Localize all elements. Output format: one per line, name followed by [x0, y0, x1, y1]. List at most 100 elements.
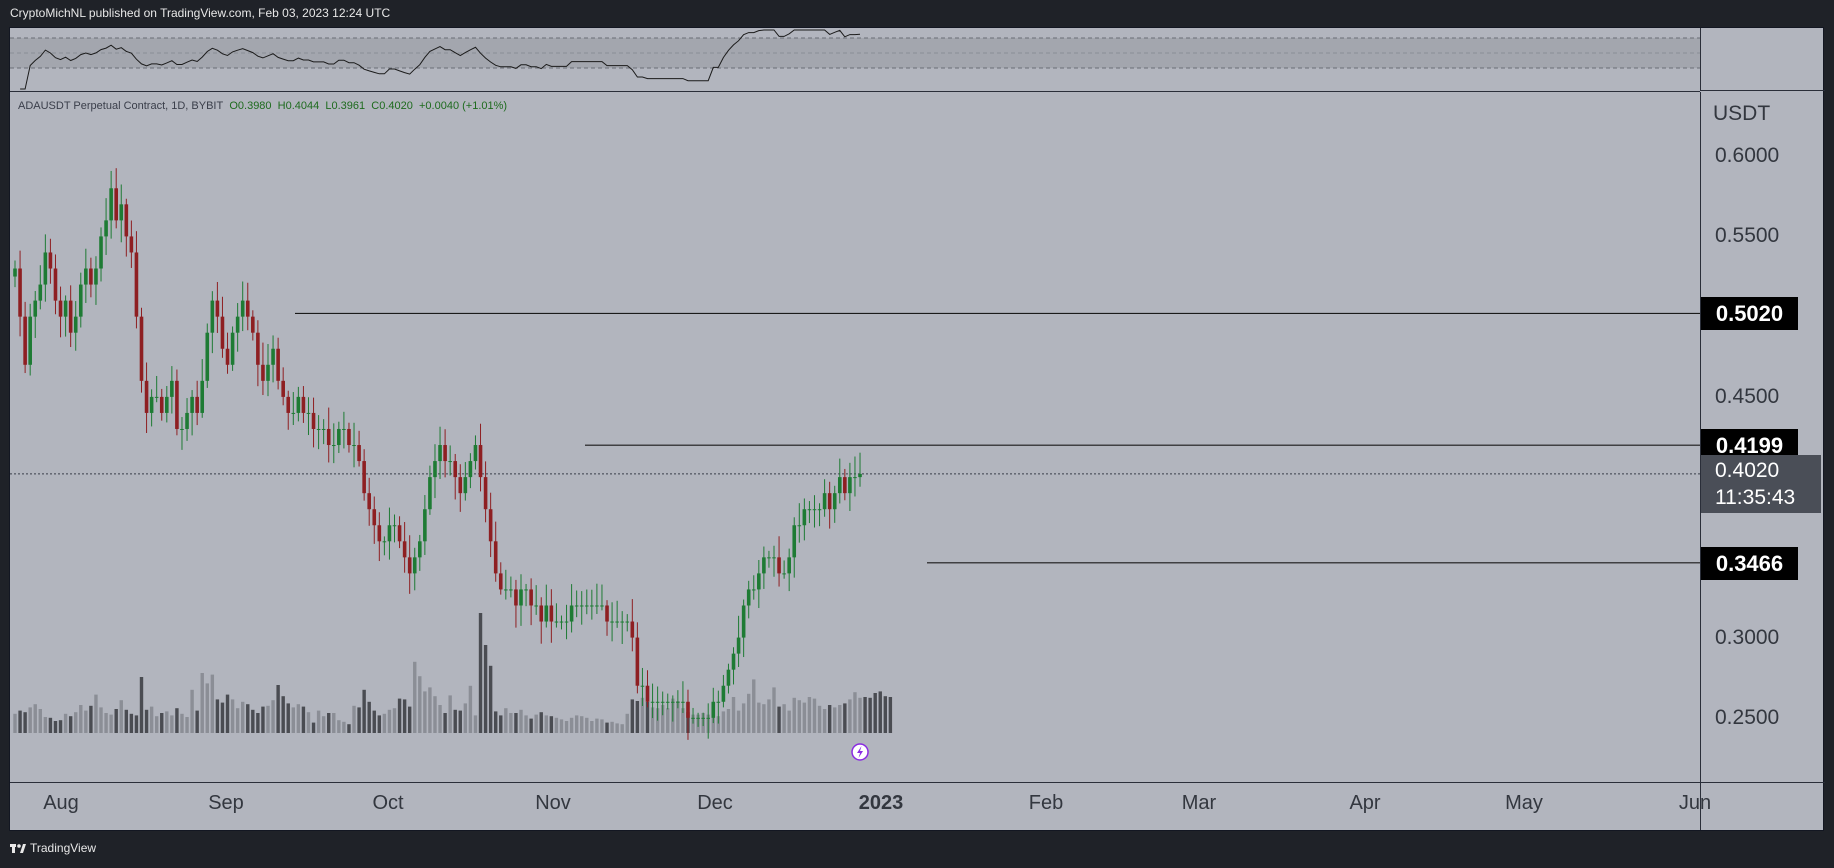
candle-body [342, 428, 346, 430]
main-chart-pane[interactable]: ADAUSDT Perpetual Contract, 1D, BYBIT O0… [10, 92, 1700, 782]
candle-body [418, 541, 422, 558]
candle-body [711, 701, 716, 718]
candle-body [271, 348, 275, 365]
candle-body [251, 316, 255, 333]
candle-body [63, 300, 68, 317]
volume-bar [230, 699, 235, 733]
volume-bar [428, 687, 432, 733]
candle-body [655, 701, 660, 703]
volume-bar [332, 713, 336, 733]
candle-body [159, 396, 164, 413]
candle-body [848, 477, 852, 494]
candle-body [286, 396, 291, 413]
candle-body [220, 316, 225, 349]
price-axis[interactable]: USDT 0.6000 0.5500 0.4500 0.3000 0.2500 0.50… [1700, 92, 1825, 782]
volume-bar [38, 709, 42, 733]
candle-body [281, 380, 285, 397]
price-tick: 0.6000 [1715, 144, 1780, 168]
candle-body [245, 300, 250, 317]
volume-bar [650, 707, 655, 733]
volume-bar [144, 709, 149, 733]
candle-body [610, 621, 614, 623]
candle-body [362, 461, 366, 494]
volume-bar [757, 702, 761, 733]
candle-body [554, 621, 559, 623]
price-tick: 0.4500 [1715, 384, 1780, 408]
volume-bar [28, 707, 32, 733]
volume-bar [863, 697, 867, 733]
volume-bar [407, 706, 412, 733]
candle-body [534, 605, 538, 607]
candle-body [377, 525, 382, 542]
candle-body [529, 589, 533, 606]
volume-bar [564, 721, 569, 733]
volume-bar [620, 724, 624, 733]
candle-body [357, 445, 361, 462]
volume-bar [858, 697, 862, 733]
candle-body [615, 621, 619, 623]
candle-body [853, 477, 857, 479]
volume-bar [433, 696, 437, 733]
candle-body [660, 701, 665, 703]
volume-bar [585, 717, 589, 733]
candle-body [326, 428, 331, 446]
candle-body [149, 396, 154, 413]
candle-body [89, 268, 93, 285]
candle-body [119, 204, 124, 221]
candle-body [316, 428, 321, 430]
volume-bar [792, 697, 796, 733]
volume-bar [534, 714, 538, 733]
volume-bar [443, 713, 447, 733]
volume-bar [397, 698, 402, 733]
candle-body [569, 605, 574, 622]
volume-bar [448, 695, 452, 733]
candle-body [837, 477, 842, 494]
volume-bar [504, 708, 508, 733]
time-axis[interactable]: Aug Sep Oct Nov Dec 2023 Feb Mar Apr May Jun [10, 782, 1711, 831]
candle-body [438, 445, 442, 462]
time-tick: Dec [697, 792, 733, 814]
volume-bar [797, 700, 801, 733]
volume-bar [382, 713, 387, 733]
candle-body [154, 396, 159, 398]
candle-body [751, 589, 756, 591]
volume-bar [721, 711, 726, 733]
volume-bar [554, 717, 559, 733]
candle-body [68, 300, 73, 333]
volume-bar [109, 714, 113, 733]
volume-bar [210, 674, 215, 733]
volume-bar [357, 707, 361, 733]
candle-body [210, 300, 215, 333]
candle-body [311, 412, 316, 429]
rsi-line [20, 29, 861, 90]
candle-body [230, 332, 235, 365]
candlestick-chart[interactable] [10, 92, 1700, 782]
candle-body [28, 316, 32, 365]
price-tick: 0.3000 [1715, 625, 1780, 649]
footer-brand: TradingView [30, 841, 97, 855]
candle-body [630, 621, 635, 638]
candle-body [584, 605, 589, 607]
candle-body [504, 589, 508, 591]
level-price-label: 0.5020 [1701, 297, 1798, 331]
volume-bar [574, 715, 579, 733]
volume-bar [777, 706, 781, 733]
volume-bar [736, 710, 741, 733]
volume-bar [807, 697, 812, 733]
volume-bar [296, 704, 301, 733]
volume-bar [134, 715, 139, 733]
candle-body [276, 348, 280, 381]
chart-frame: ADAUSDT Perpetual Contract, 1D, BYBIT O0… [9, 27, 1825, 831]
volume-bar [494, 711, 498, 733]
candle-body [144, 380, 149, 413]
candle-body [514, 589, 518, 606]
candle-body [822, 493, 827, 510]
volume-bar [873, 693, 877, 733]
volume-bar [89, 705, 93, 733]
candle-body [488, 509, 493, 542]
volume-bar [185, 717, 189, 733]
volume-bar [883, 696, 888, 733]
candle-body [741, 605, 746, 638]
volume-bar [43, 717, 48, 733]
symbol-legend: ADAUSDT Perpetual Contract, 1D, BYBIT O0… [18, 100, 507, 112]
